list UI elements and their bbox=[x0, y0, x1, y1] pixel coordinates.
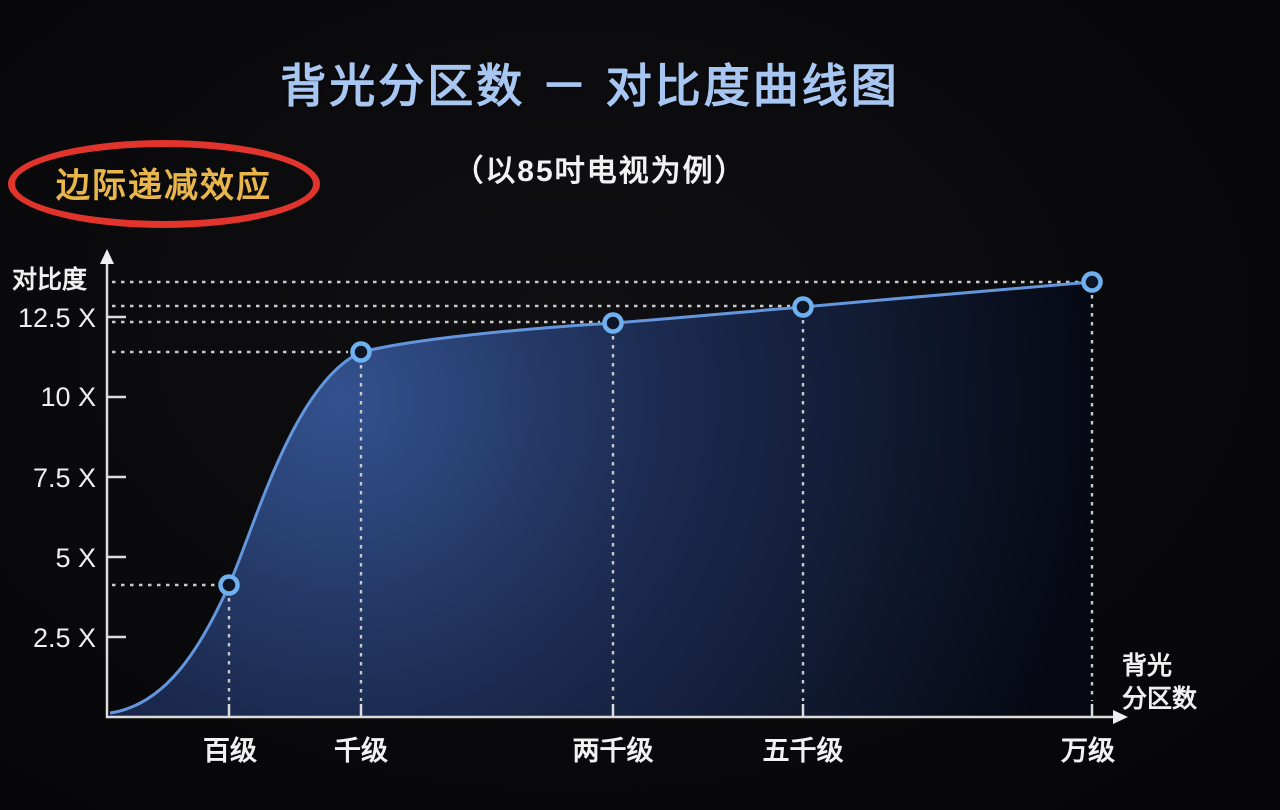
curve-area-fill bbox=[110, 282, 1092, 716]
page-title: 背光分区数 － 对比度曲线图 bbox=[280, 60, 900, 112]
y-axis-title: 对比度 bbox=[12, 265, 87, 294]
x-axis-title-line-2: 分区数 bbox=[1122, 685, 1198, 713]
ytick-label-12-5: 12.5 X bbox=[18, 303, 96, 333]
ytick-label-5: 5 X bbox=[55, 543, 96, 573]
x-axis-title-line-1: 背光 bbox=[1122, 652, 1172, 680]
category-label-wuqianj: 五千级 bbox=[763, 735, 844, 766]
annotation-label: 边际递减效应 bbox=[56, 166, 272, 205]
marker-wuqianj bbox=[792, 296, 814, 318]
ytick-label-10: 10 X bbox=[40, 382, 96, 412]
annotation-ellipse: 边际递减效应 bbox=[8, 140, 320, 228]
category-label-wanj: 万级 bbox=[1061, 735, 1115, 766]
category-label-liangqianj: 两千级 bbox=[573, 735, 654, 766]
ytick-label-7-5: 7.5 X bbox=[33, 463, 96, 493]
marker-baij bbox=[218, 574, 240, 596]
marker-wanj bbox=[1081, 271, 1103, 293]
category-label-qianj: 千级 bbox=[334, 735, 388, 766]
ytick-label-2-5: 2.5 X bbox=[33, 623, 96, 653]
marker-liangqianj bbox=[602, 312, 624, 334]
page-subtitle: （以85吋电视为例） bbox=[453, 155, 747, 188]
marker-qianj bbox=[350, 341, 372, 363]
y-axis-arrow-icon bbox=[100, 249, 114, 264]
x-axis-arrow-icon bbox=[1113, 710, 1128, 724]
category-label-baij: 百级 bbox=[203, 735, 257, 766]
